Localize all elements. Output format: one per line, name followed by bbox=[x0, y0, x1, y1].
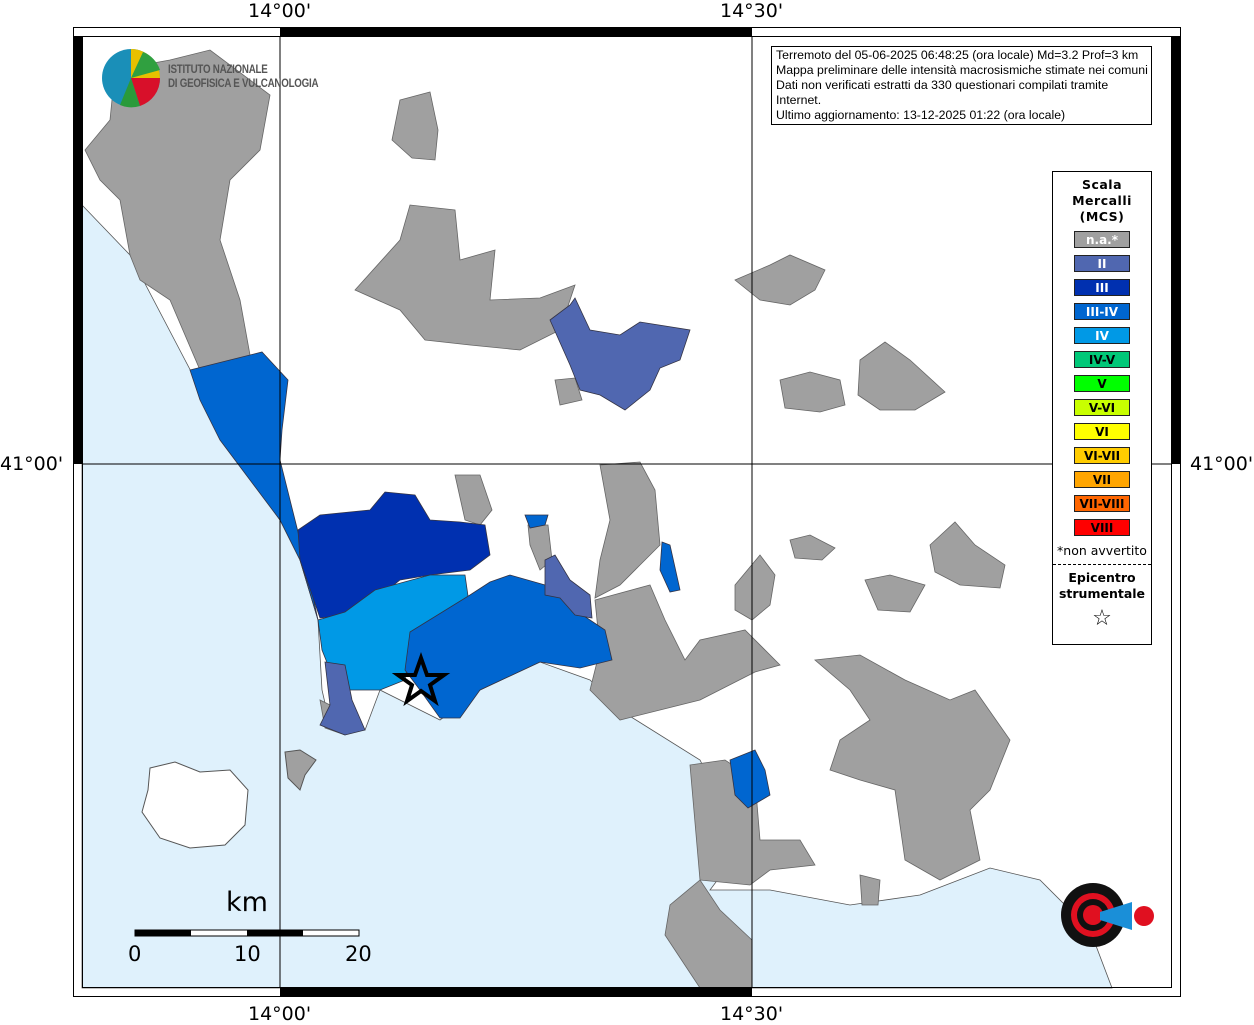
region-ii-pozzuoli bbox=[319, 661, 366, 736]
legend-swatch-iv: IV bbox=[1074, 327, 1130, 344]
legend-title-line: (MCS) bbox=[1079, 209, 1125, 224]
epicenter-label-line: strumentale bbox=[1058, 586, 1146, 601]
legend-note: *non avvertito bbox=[1057, 543, 1147, 558]
procida-island bbox=[284, 749, 317, 791]
legend-swatch-iii: III bbox=[1074, 279, 1130, 296]
lon-tick-top-2: 14°30' bbox=[720, 0, 784, 22]
ingv-line-1: ISTITUTO NAZIONALE bbox=[168, 64, 268, 76]
ingv-logo-text: ISTITUTO NAZIONALE DI GEOFISICA E VULCAN… bbox=[168, 63, 319, 91]
scale-label-10: 10 bbox=[234, 942, 261, 966]
region-ii-east bbox=[544, 554, 593, 619]
lon-tick-bottom-2: 14°30' bbox=[720, 1003, 784, 1025]
legend-swatch-v-vi: V-VI bbox=[1074, 399, 1130, 416]
legend-swatch-n-a-: n.a.* bbox=[1074, 231, 1130, 248]
ingv-logo-icon bbox=[102, 49, 161, 108]
epicenter-star-icon bbox=[391, 651, 451, 707]
legend-swatch-vi-vii: VI-VII bbox=[1074, 447, 1130, 464]
graticule bbox=[82, 36, 1172, 988]
legend-swatch-viii: VIII bbox=[1074, 519, 1130, 536]
info-line: Dati non verificati estratti da 330 ques… bbox=[776, 78, 1109, 107]
scale-bar bbox=[134, 929, 360, 937]
legend-swatch-v: V bbox=[1074, 375, 1130, 392]
legend-swatch-vii-viii: VII-VIII bbox=[1074, 495, 1130, 512]
lat-tick-right: 41°00' bbox=[1190, 453, 1254, 475]
info-line: Mappa preliminare delle intensità macros… bbox=[776, 63, 1148, 77]
epicenter-label: Epicentro strumentale bbox=[1053, 570, 1151, 602]
region-iii-iv-small2 bbox=[524, 514, 549, 529]
legend-title-line: Scala bbox=[1081, 177, 1123, 192]
legend-swatch-iv-v: IV-V bbox=[1074, 351, 1130, 368]
legend-swatch-vii: VII bbox=[1074, 471, 1130, 488]
lon-tick-top-1: 14°00' bbox=[248, 0, 312, 22]
lat-tick-left: 41°00' bbox=[0, 453, 64, 475]
legend-swatch-vi: VI bbox=[1074, 423, 1130, 440]
municipalities-na bbox=[84, 49, 1011, 989]
info-line: Ultimo aggiornamento: 13-12-2025 01:22 (… bbox=[776, 108, 1066, 122]
lon-tick-bottom-1: 14°00' bbox=[248, 1003, 312, 1025]
legend-divider bbox=[1053, 564, 1151, 565]
region-ii-north bbox=[549, 297, 691, 411]
scale-unit: km bbox=[226, 887, 268, 918]
epicenter-legend-star-icon: ☆ bbox=[1092, 606, 1112, 631]
scale-label-0: 0 bbox=[128, 942, 142, 966]
scale-label-20: 20 bbox=[345, 942, 372, 966]
legend-title: Scala Mercalli (MCS) bbox=[1053, 177, 1151, 225]
event-info-box: Terremoto del 05-06-2025 06:48:25 (ora l… bbox=[771, 46, 1152, 125]
ingv-line-2: DI GEOFISICA E VULCANOLOGIA bbox=[168, 78, 319, 90]
epicenter-label-line: Epicentro bbox=[1068, 570, 1136, 585]
info-line: Terremoto del 05-06-2025 06:48:25 (ora l… bbox=[776, 48, 1139, 62]
region-iii-iv-southeast bbox=[729, 749, 771, 809]
legend-title-line: Mercalli bbox=[1072, 193, 1132, 208]
region-iii-iv-small bbox=[659, 541, 681, 593]
legend-swatch-ii: II bbox=[1074, 255, 1130, 272]
mercalli-legend: Scala Mercalli (MCS) n.a.* II III III-IV IV I… bbox=[1052, 171, 1152, 645]
legend-swatch-iii-iv: III-IV bbox=[1074, 303, 1130, 320]
ischia-island bbox=[141, 761, 249, 849]
haisentito-logo-icon bbox=[1061, 883, 1154, 947]
region-iii-iv-naples bbox=[404, 574, 613, 719]
